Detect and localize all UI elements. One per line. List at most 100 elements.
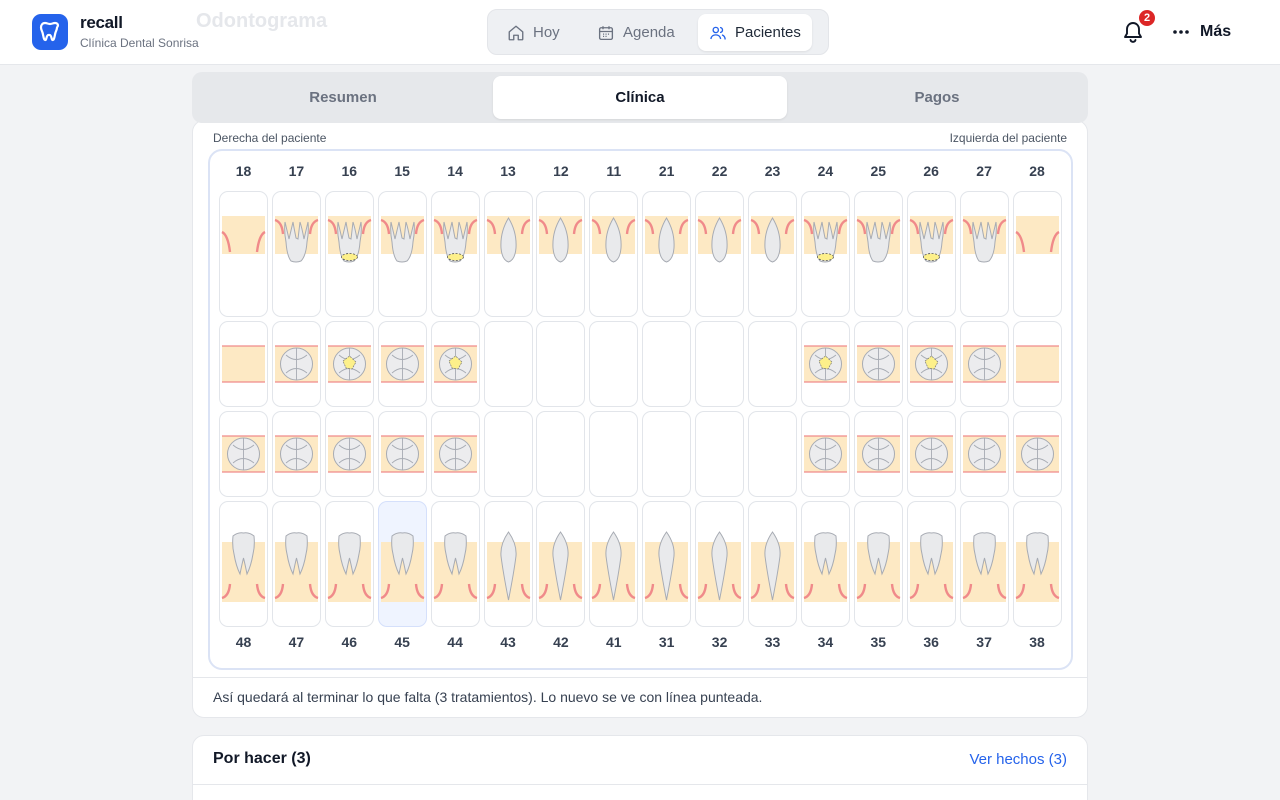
clinic-name: Clínica Dental Sonrisa (80, 36, 199, 50)
tab-clinica[interactable]: Clínica (493, 76, 787, 119)
tooth-24-buccal[interactable] (800, 191, 850, 317)
tooth-45-occlusal[interactable] (377, 411, 427, 497)
tab-resumen[interactable]: Resumen (309, 89, 377, 106)
tooth-number-18: 18 (235, 163, 252, 179)
tooth-36-buccal[interactable] (906, 501, 956, 627)
tooth-33-occlusal[interactable] (748, 411, 797, 497)
tooth-graphic (644, 216, 689, 263)
tooth-41-buccal[interactable] (589, 501, 639, 627)
tooth-26-buccal[interactable] (906, 191, 956, 317)
tooth-43-buccal[interactable] (483, 501, 533, 627)
notifications-button[interactable] (1120, 18, 1146, 46)
tooth-27-occlusal[interactable] (959, 321, 1009, 407)
tooth-graphic (590, 322, 637, 406)
more-menu-button[interactable]: Más (1172, 19, 1231, 45)
tooth-15-buccal[interactable] (377, 191, 427, 317)
nav-item-pacientes[interactable]: Pacientes (698, 14, 812, 51)
tooth-22-occlusal[interactable] (695, 321, 745, 407)
tooth-number-28: 28 (1029, 163, 1045, 179)
tooth-28-occlusal[interactable] (1012, 321, 1062, 407)
nav-item-hoy[interactable]: Hoy (496, 14, 571, 51)
tooth-graphic (380, 345, 424, 383)
tooth-25-occlusal[interactable] (853, 321, 903, 407)
tooth-13-buccal[interactable] (483, 191, 533, 317)
tooth-graphic (962, 435, 1006, 473)
tooth-graphic (486, 531, 530, 602)
tooth-graphic (221, 532, 266, 602)
tooth-32-occlusal[interactable] (695, 411, 745, 497)
tooth-graphic (856, 435, 900, 473)
tooth-number-21: 21 (658, 163, 675, 179)
tooth-13-occlusal[interactable] (483, 321, 533, 407)
tab-pagos[interactable]: Pagos (914, 89, 960, 106)
main-nav: Hoy Agenda Pacientes (487, 9, 829, 55)
tooth-number-45: 45 (394, 634, 410, 650)
tooth-37-buccal[interactable] (959, 501, 1009, 627)
tooth-14-buccal[interactable] (430, 191, 480, 317)
tooth-25-buccal[interactable] (853, 191, 903, 317)
view-done-link[interactable]: Ver hechos (3) (969, 751, 1067, 768)
tooth-14-occlusal[interactable] (430, 321, 480, 407)
tooth-38-buccal[interactable] (1012, 501, 1062, 627)
tooth-number-37: 37 (976, 634, 992, 650)
tooth-18-buccal[interactable] (219, 191, 268, 317)
tooth-21-buccal[interactable] (642, 191, 692, 317)
tooth-12-buccal[interactable] (536, 191, 586, 317)
ghost-page-title: Odontograma (196, 10, 328, 32)
tooth-31-occlusal[interactable] (642, 411, 692, 497)
tooth-graphic (803, 435, 847, 473)
tooth-12-occlusal[interactable] (536, 321, 586, 407)
nav-label-pacientes: Pacientes (735, 24, 801, 41)
tooth-43-occlusal[interactable] (483, 411, 533, 497)
tooth-15-occlusal[interactable] (377, 321, 427, 407)
tooth-48-buccal[interactable] (219, 501, 268, 627)
tooth-18-occlusal[interactable] (219, 321, 268, 407)
tooth-31-buccal[interactable] (642, 501, 692, 627)
tooth-23-occlusal[interactable] (748, 321, 797, 407)
tooth-41-occlusal[interactable] (589, 411, 639, 497)
tooth-33-buccal[interactable] (748, 501, 797, 627)
tooth-35-occlusal[interactable] (853, 411, 903, 497)
tooth-37-occlusal[interactable] (959, 411, 1009, 497)
tooth-27-buccal[interactable] (959, 191, 1009, 317)
tooth-17-occlusal[interactable] (271, 321, 321, 407)
tooth-11-occlusal[interactable] (589, 321, 639, 407)
tooth-24-occlusal[interactable] (800, 321, 850, 407)
tooth-23-buccal[interactable] (748, 191, 797, 317)
tooth-17-buccal[interactable] (271, 191, 321, 317)
nav-item-agenda[interactable]: Agenda (586, 14, 686, 51)
tooth-28-buccal[interactable] (1012, 191, 1062, 317)
tooth-graphic (644, 531, 689, 602)
tooth-22-buccal[interactable] (695, 191, 745, 317)
tooth-16-occlusal[interactable] (324, 321, 374, 407)
tooth-35-buccal[interactable] (853, 501, 903, 627)
tooth-32-buccal[interactable] (695, 501, 745, 627)
nav-label-hoy: Hoy (533, 24, 560, 41)
tooth-47-occlusal[interactable] (271, 411, 321, 497)
tooth-number-42: 42 (553, 634, 569, 650)
tooth-44-buccal[interactable] (430, 501, 480, 627)
more-horizontal-icon (1173, 30, 1189, 34)
tooth-45-buccal[interactable] (377, 501, 427, 627)
tooth-graphic (962, 216, 1007, 263)
tooth-16-buccal[interactable] (324, 191, 374, 317)
tooth-47-buccal[interactable] (271, 501, 321, 627)
tooth-36-occlusal[interactable] (906, 411, 956, 497)
tooth-42-buccal[interactable] (536, 501, 586, 627)
tooth-46-buccal[interactable] (324, 501, 374, 627)
tooth-26-occlusal[interactable] (906, 321, 956, 407)
tooth-48-occlusal[interactable] (219, 411, 268, 497)
tooth-46-occlusal[interactable] (324, 411, 374, 497)
app-logo[interactable] (32, 14, 68, 50)
tooth-34-buccal[interactable] (800, 501, 850, 627)
tooth-graphic (643, 322, 690, 406)
section-tabs: Resumen Clínica Pagos (192, 72, 1088, 123)
tooth-42-occlusal[interactable] (536, 411, 586, 497)
tooth-38-occlusal[interactable] (1012, 411, 1062, 497)
tooth-21-occlusal[interactable] (642, 321, 692, 407)
tooth-graphic (538, 216, 583, 263)
tooth-44-occlusal[interactable] (430, 411, 480, 497)
tooth-34-occlusal[interactable] (800, 411, 850, 497)
tooth-number-23: 23 (764, 163, 781, 179)
tooth-11-buccal[interactable] (589, 191, 639, 317)
